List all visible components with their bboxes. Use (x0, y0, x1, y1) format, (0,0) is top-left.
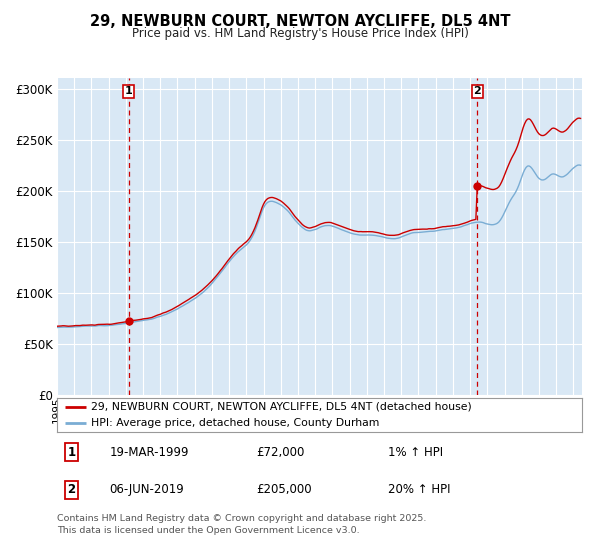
Text: 19-MAR-1999: 19-MAR-1999 (110, 446, 189, 459)
Text: £72,000: £72,000 (257, 446, 305, 459)
Text: HPI: Average price, detached house, County Durham: HPI: Average price, detached house, Coun… (91, 418, 380, 428)
Text: £205,000: £205,000 (257, 483, 312, 497)
Text: 1: 1 (67, 446, 76, 459)
Text: 29, NEWBURN COURT, NEWTON AYCLIFFE, DL5 4NT (detached house): 29, NEWBURN COURT, NEWTON AYCLIFFE, DL5 … (91, 402, 472, 412)
Text: Contains HM Land Registry data © Crown copyright and database right 2025.
This d: Contains HM Land Registry data © Crown c… (57, 514, 427, 535)
Text: 1: 1 (125, 86, 133, 96)
Text: Price paid vs. HM Land Registry's House Price Index (HPI): Price paid vs. HM Land Registry's House … (131, 27, 469, 40)
Text: 29, NEWBURN COURT, NEWTON AYCLIFFE, DL5 4NT: 29, NEWBURN COURT, NEWTON AYCLIFFE, DL5 … (90, 14, 510, 29)
Text: 2: 2 (473, 86, 481, 96)
Text: 2: 2 (67, 483, 76, 497)
Text: 06-JUN-2019: 06-JUN-2019 (110, 483, 184, 497)
Text: 1% ↑ HPI: 1% ↑ HPI (388, 446, 443, 459)
Text: 20% ↑ HPI: 20% ↑ HPI (388, 483, 450, 497)
